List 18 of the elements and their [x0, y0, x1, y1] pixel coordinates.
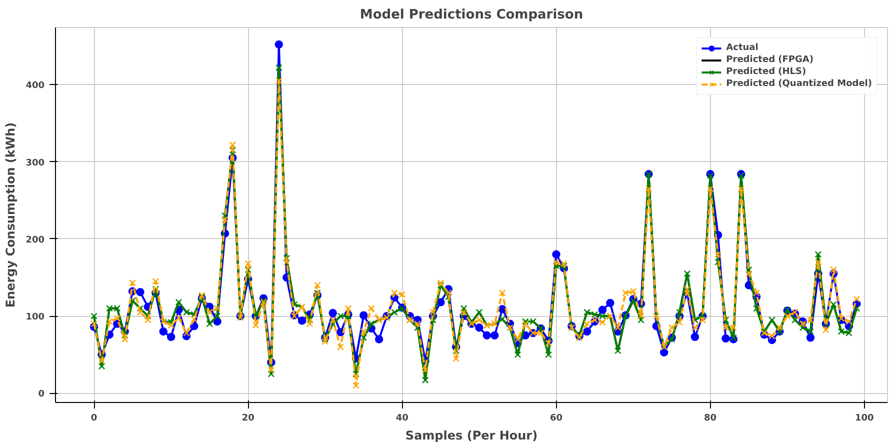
x-tick-label: 0 [90, 414, 98, 424]
y-tick-label: 0 [38, 390, 45, 400]
y-axis-title: Energy Consumption (kWh) [4, 122, 18, 308]
y-tick-label: 400 [26, 81, 45, 92]
legend-label: Actual [726, 42, 758, 54]
chart-title: Model Predictions Comparison [360, 8, 584, 22]
x-tick-label: 60 [550, 414, 563, 424]
y-tick-label: 200 [26, 235, 45, 246]
x-tick-label: 40 [396, 414, 408, 424]
y-tick-label: 100 [26, 312, 45, 323]
y-tick-label: 300 [26, 158, 45, 168]
legend-label: Predicted (Quantized Model) [726, 78, 872, 90]
x-tick-label: 20 [242, 414, 254, 424]
legend-label: Predicted (FPGA) [726, 54, 814, 66]
x-tick-label: 100 [854, 414, 874, 424]
x-tick-label: 80 [704, 414, 717, 424]
x-axis-title: Samples (Per Hour) [405, 428, 538, 442]
legend-label: Predicted (HLS) [726, 66, 806, 78]
